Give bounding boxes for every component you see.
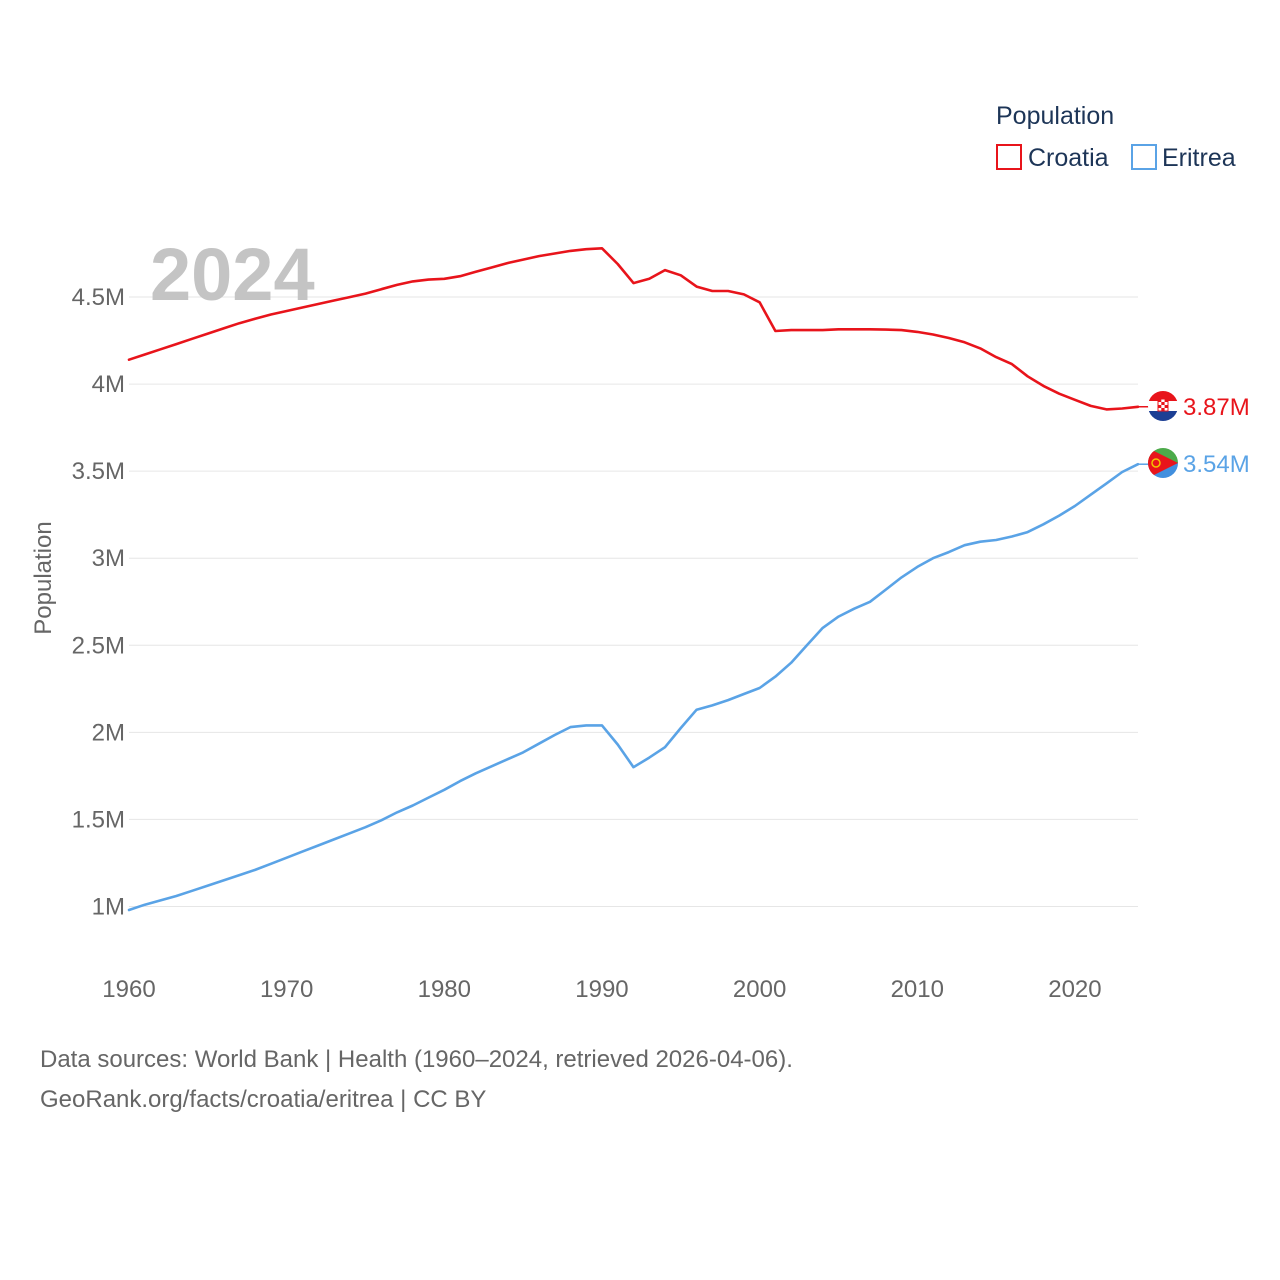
y-axis: 1M 1.5M 2M 2.5M 3M 3.5M 4M 4.5M (72, 284, 125, 920)
y-axis-title: Population (30, 521, 57, 634)
legend-label-eritrea: Eritrea (1162, 144, 1236, 172)
legend-swatch-eritrea (1131, 144, 1157, 170)
y-tick-label: 2.5M (72, 632, 125, 659)
x-tick-label: 2000 (733, 976, 786, 1003)
end-value-eritrea: 3.54M (1183, 451, 1250, 478)
y-tick-label: 4M (92, 371, 125, 398)
y-tick-label: 3.5M (72, 458, 125, 485)
series (127, 247, 1140, 912)
y-tick-label: 1.5M (72, 806, 125, 833)
y-tick-label: 3M (92, 545, 125, 572)
y-tick-label: 2M (92, 719, 125, 746)
x-tick-label: 1960 (102, 976, 155, 1003)
series-line-croatia[interactable] (127, 247, 1140, 411)
legend-swatch-croatia (996, 144, 1022, 170)
x-tick-label: 2020 (1048, 976, 1101, 1003)
legend-label-croatia: Croatia (1028, 144, 1109, 172)
end-value-croatia: 3.87M (1183, 394, 1250, 421)
legend-item-eritrea[interactable]: Eritrea (1131, 144, 1236, 172)
legend-title: Population (996, 102, 1114, 130)
x-tick-label: 1990 (575, 976, 628, 1003)
x-axis: 1960 1970 1980 1990 2000 2010 2020 (102, 976, 1101, 1003)
croatia-flag-icon (1148, 391, 1178, 421)
attribution-link[interactable]: GeoRank.org/facts/croatia/eritrea | CC B… (40, 1086, 487, 1113)
x-tick-label: 2010 (891, 976, 944, 1003)
year-watermark: 2024 (150, 233, 315, 316)
data-source-note: Data sources: World Bank | Health (1960–… (40, 1046, 793, 1073)
legend: Population Croatia Eritrea (996, 102, 1236, 172)
x-tick-label: 1970 (260, 976, 313, 1003)
y-tick-label: 1M (92, 893, 125, 920)
end-labels: 3.87M 3.54M (1138, 394, 1250, 478)
y-tick-label: 4.5M (72, 284, 125, 311)
eritrea-flag-icon (1148, 448, 1178, 478)
legend-item-croatia[interactable]: Croatia (996, 144, 1109, 172)
grid (129, 296, 1138, 907)
x-tick-label: 1980 (418, 976, 471, 1003)
series-line-eritrea[interactable] (127, 462, 1140, 912)
